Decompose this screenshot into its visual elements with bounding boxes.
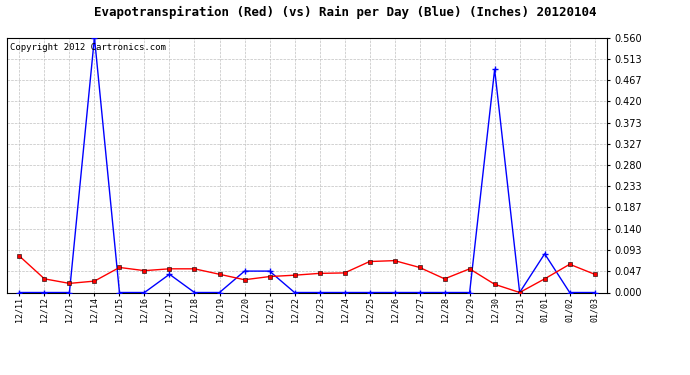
Text: Copyright 2012 Cartronics.com: Copyright 2012 Cartronics.com [10,43,166,52]
Text: Evapotranspiration (Red) (vs) Rain per Day (Blue) (Inches) 20120104: Evapotranspiration (Red) (vs) Rain per D… [94,6,596,19]
